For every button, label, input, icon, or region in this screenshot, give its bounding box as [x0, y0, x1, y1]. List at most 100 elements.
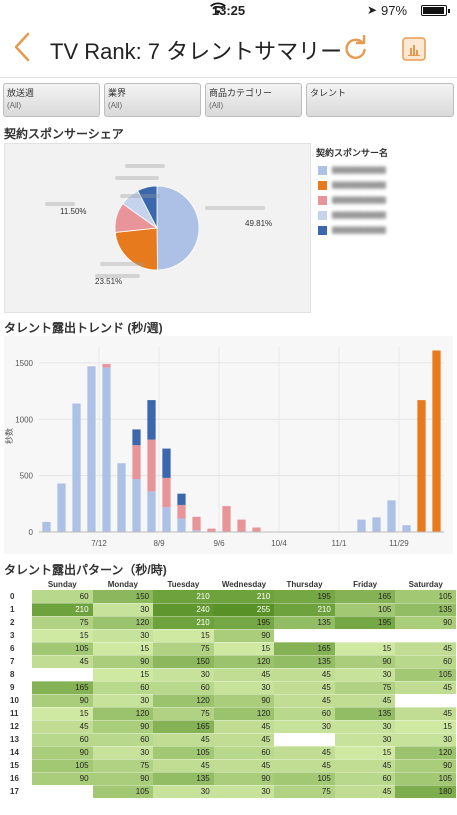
- heatmap-cell[interactable]: [395, 629, 456, 643]
- trend-bar-pink[interactable]: [207, 528, 216, 532]
- heatmap-cell[interactable]: 60: [92, 681, 154, 695]
- heatmap-cell[interactable]: 195: [213, 616, 275, 630]
- heatmap-cell[interactable]: 135: [395, 603, 456, 617]
- heatmap-cell[interactable]: 90: [395, 759, 456, 773]
- trend-bar-blue_light[interactable]: [402, 525, 411, 532]
- legend-item[interactable]: ▇▇▇▇▇▇▇▇▇▇: [316, 164, 456, 178]
- heatmap-cell[interactable]: [334, 629, 396, 643]
- trend-bar-blue_light[interactable]: [357, 519, 366, 532]
- heatmap-cell[interactable]: 45: [213, 733, 275, 747]
- trend-bar-blue_light[interactable]: [372, 517, 381, 532]
- filter-product-category[interactable]: 商品カテゴリー (All): [205, 83, 302, 117]
- heatmap-cell[interactable]: 90: [32, 746, 93, 760]
- heatmap-cell[interactable]: 15: [395, 720, 456, 734]
- heatmap-cell[interactable]: 120: [153, 694, 214, 708]
- heatmap-cell[interactable]: 45: [395, 681, 456, 695]
- trend-bar-pink[interactable]: [147, 439, 156, 492]
- heatmap-cell[interactable]: 90: [32, 694, 93, 708]
- trend-bar-blue_light[interactable]: [177, 518, 186, 532]
- heatmap-cell[interactable]: 45: [213, 759, 275, 773]
- heatmap-cell[interactable]: 165: [334, 590, 396, 604]
- refresh-icon[interactable]: [343, 35, 369, 61]
- heatmap-cell[interactable]: 120: [213, 655, 275, 669]
- trend-bar-blue_dark[interactable]: [162, 448, 171, 478]
- trend-bar-blue_light[interactable]: [117, 463, 126, 532]
- heatmap-cell[interactable]: 135: [334, 707, 396, 721]
- legend-item[interactable]: ▇▇▇▇▇▇▇▇▇▇: [316, 209, 456, 223]
- heatmap-cell[interactable]: 45: [334, 759, 396, 773]
- heatmap-cell[interactable]: 15: [213, 642, 275, 656]
- trend-bar-pink[interactable]: [132, 445, 141, 480]
- heatmap-cell[interactable]: 210: [32, 603, 93, 617]
- heatmap-cell[interactable]: 135: [274, 616, 335, 630]
- heatmap-cell[interactable]: 60: [92, 733, 154, 747]
- heatmap-cell[interactable]: [32, 668, 93, 682]
- heatmap-cell[interactable]: 15: [32, 629, 93, 643]
- heatmap-cell[interactable]: 75: [92, 759, 154, 773]
- heatmap-cell[interactable]: 120: [213, 707, 275, 721]
- heatmap-cell[interactable]: 120: [92, 707, 154, 721]
- heatmap-cell[interactable]: 105: [153, 746, 214, 760]
- trend-bar-orange[interactable]: [417, 400, 426, 532]
- heatmap-cell[interactable]: 30: [334, 720, 396, 734]
- heatmap-cell[interactable]: 210: [274, 603, 335, 617]
- heatmap-cell[interactable]: 45: [32, 655, 93, 669]
- heatmap-cell[interactable]: 45: [213, 720, 275, 734]
- heatmap-cell[interactable]: 75: [334, 681, 396, 695]
- filter-industry[interactable]: 業界 (All): [104, 83, 201, 117]
- heatmap-cell[interactable]: 45: [395, 642, 456, 656]
- heatmap-cell[interactable]: 60: [334, 772, 396, 786]
- heatmap-cell[interactable]: 210: [153, 616, 214, 630]
- heatmap-cell[interactable]: 30: [92, 629, 154, 643]
- heatmap-cell[interactable]: 90: [92, 720, 154, 734]
- trend-bar-blue_light[interactable]: [42, 521, 51, 532]
- heatmap-cell[interactable]: 105: [395, 772, 456, 786]
- heatmap-cell[interactable]: 45: [32, 720, 93, 734]
- trend-bar-pink[interactable]: [102, 364, 111, 368]
- heatmap-cell[interactable]: [395, 694, 456, 708]
- heatmap-cell[interactable]: [32, 785, 93, 799]
- trend-bar-pink[interactable]: [252, 527, 261, 532]
- heatmap-cell[interactable]: 60: [32, 590, 93, 604]
- heatmap-cell[interactable]: 60: [213, 746, 275, 760]
- heatmap-cell[interactable]: 90: [92, 655, 154, 669]
- heatmap-cell[interactable]: 90: [32, 772, 93, 786]
- heatmap-cell[interactable]: 165: [153, 720, 214, 734]
- heatmap-cell[interactable]: 90: [213, 629, 275, 643]
- heatmap-cell[interactable]: 150: [153, 655, 214, 669]
- trend-bar-blue_dark[interactable]: [147, 400, 156, 440]
- heatmap-cell[interactable]: 30: [153, 785, 214, 799]
- legend-item[interactable]: ▇▇▇▇▇▇▇▇▇▇: [316, 194, 456, 208]
- heatmap-cell[interactable]: 135: [274, 655, 335, 669]
- legend-item[interactable]: ▇▇▇▇▇▇▇▇▇▇: [316, 224, 456, 238]
- heatmap-cell[interactable]: 45: [274, 694, 335, 708]
- heatmap-cell[interactable]: 30: [92, 746, 154, 760]
- heatmap-cell[interactable]: 195: [274, 590, 335, 604]
- heatmap-cell[interactable]: 210: [213, 590, 275, 604]
- heatmap-cell[interactable]: 135: [153, 772, 214, 786]
- heatmap-cell[interactable]: 30: [334, 668, 396, 682]
- heatmap-cell[interactable]: 45: [213, 668, 275, 682]
- heatmap-cell[interactable]: 15: [92, 668, 154, 682]
- heatmap-cell[interactable]: 75: [153, 642, 214, 656]
- heatmap-cell[interactable]: 150: [92, 590, 154, 604]
- heatmap-cell[interactable]: 105: [395, 668, 456, 682]
- heatmap-cell[interactable]: 45: [274, 681, 335, 695]
- heatmap-cell[interactable]: 105: [395, 590, 456, 604]
- heatmap-cell[interactable]: 45: [395, 707, 456, 721]
- heatmap-cell[interactable]: 105: [32, 642, 93, 656]
- heatmap-cell[interactable]: 90: [213, 772, 275, 786]
- heatmap-cell[interactable]: 45: [153, 759, 214, 773]
- heatmap-cell[interactable]: 15: [334, 642, 396, 656]
- heatmap-cell[interactable]: 240: [153, 603, 214, 617]
- heatmap-cell[interactable]: 105: [334, 603, 396, 617]
- heatmap-cell[interactable]: 60: [32, 733, 93, 747]
- legend-item[interactable]: ▇▇▇▇▇▇▇▇▇▇: [316, 179, 456, 193]
- heatmap-cell[interactable]: [274, 733, 335, 747]
- heatmap-cell[interactable]: 15: [334, 746, 396, 760]
- heatmap-cell[interactable]: 30: [213, 681, 275, 695]
- filter-talent[interactable]: タレント ​: [306, 83, 454, 117]
- heatmap-cell[interactable]: 120: [92, 616, 154, 630]
- heatmap-cell[interactable]: 30: [395, 733, 456, 747]
- heatmap-cell[interactable]: 45: [274, 759, 335, 773]
